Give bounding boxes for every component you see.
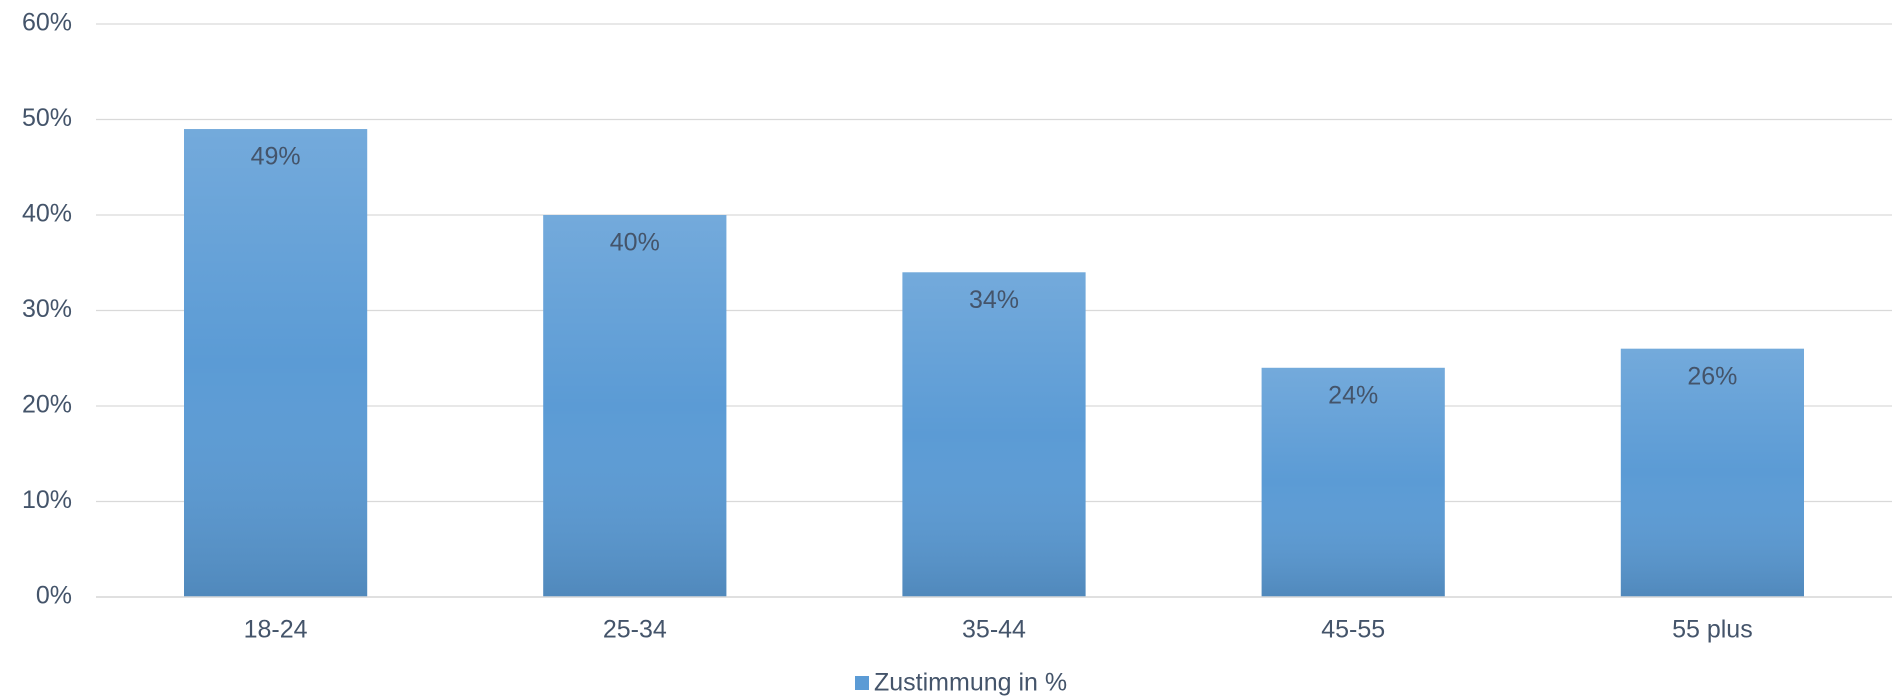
- x-tick-label: 45-55: [1321, 616, 1385, 644]
- data-label: 40%: [610, 229, 660, 257]
- bar-shade: [1620, 348, 1804, 597]
- y-tick-label: 40%: [22, 200, 72, 228]
- data-label: 34%: [969, 286, 1019, 314]
- x-tick-label: 25-34: [603, 616, 667, 644]
- x-tick-label: 18-24: [244, 616, 308, 644]
- data-label: 26%: [1687, 362, 1737, 390]
- bar-shade: [543, 215, 727, 597]
- x-tick-label: 35-44: [962, 616, 1026, 644]
- y-tick-label: 60%: [22, 9, 72, 37]
- bar-shade: [902, 272, 1086, 597]
- y-tick-label: 10%: [22, 486, 72, 514]
- data-label: 49%: [251, 143, 301, 171]
- y-tick-label: 20%: [22, 391, 72, 419]
- data-label: 24%: [1328, 381, 1378, 409]
- legend-label: Zustimmung in %: [874, 669, 1067, 697]
- y-tick-label: 0%: [36, 582, 72, 610]
- bar-shade: [1261, 367, 1445, 597]
- bar-shade: [184, 129, 368, 598]
- legend-swatch: [855, 676, 869, 690]
- x-tick-label: 55 plus: [1672, 616, 1753, 644]
- y-tick-label: 50%: [22, 104, 72, 132]
- y-tick-label: 30%: [22, 295, 72, 323]
